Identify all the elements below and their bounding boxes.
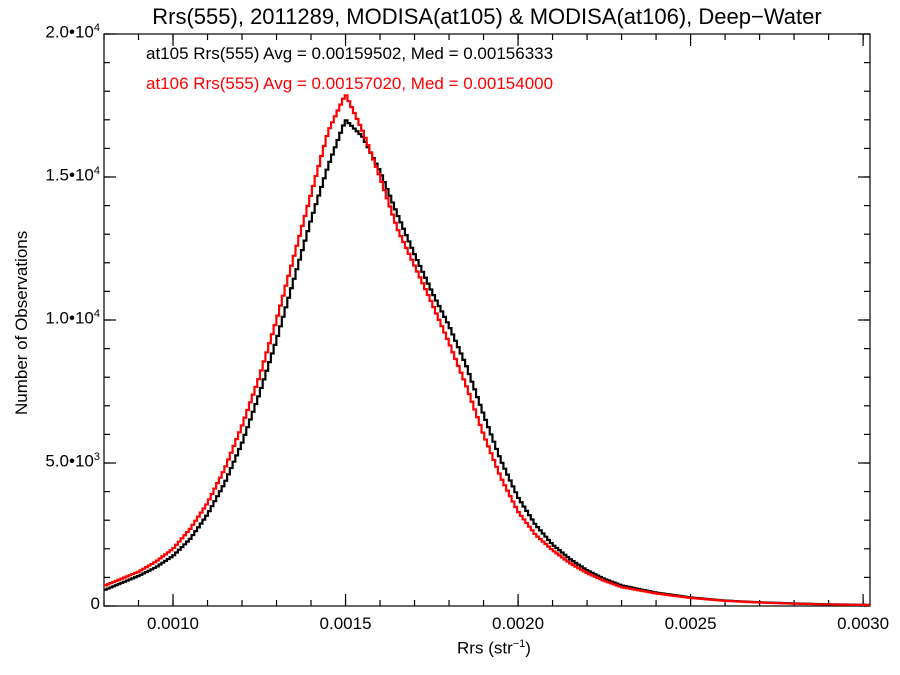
y-tick-label-4: 2.0•104 bbox=[45, 22, 100, 43]
series-line-0 bbox=[104, 119, 870, 606]
y-tick-label-exponent: 4 bbox=[93, 22, 100, 34]
x-axis-label-end: ) bbox=[525, 638, 531, 658]
y-tick-label-0: 0 bbox=[91, 594, 100, 614]
x-tick-label-3: 0.0025 bbox=[664, 614, 717, 633]
series-line-1 bbox=[104, 94, 870, 607]
annotation-at105: at105 Rrs(555) Avg = 0.00159502, Med = 0… bbox=[146, 44, 554, 63]
y-tick-label-exponent: 3 bbox=[93, 451, 100, 463]
x-tick-label-1: 0.0015 bbox=[319, 614, 372, 633]
x-tick-label-2: 0.0020 bbox=[492, 614, 545, 633]
y-tick-label-1: 5.0•103 bbox=[45, 451, 100, 472]
tick-marks bbox=[103, 33, 870, 607]
x-axis-label-sup: −1 bbox=[512, 638, 526, 650]
x-axis-label: Rrs (str−1) bbox=[404, 638, 584, 659]
chart-title: Rrs(555), 2011289, MODISA(at105) & MODIS… bbox=[152, 4, 822, 29]
series-lines bbox=[104, 94, 870, 607]
y-tick-label-3: 1.5•104 bbox=[45, 165, 100, 186]
y-tick-label-exponent: 4 bbox=[93, 308, 100, 320]
y-tick-label-2: 1.0•104 bbox=[45, 308, 100, 329]
y-tick-label-text: 2.0•10 bbox=[45, 22, 94, 42]
y-tick-label-text: 1.0•10 bbox=[45, 308, 94, 328]
x-tick-label-4: 0.0030 bbox=[837, 614, 890, 633]
x-tick-label-0: 0.0010 bbox=[147, 614, 199, 633]
y-tick-label-text: 5.0•10 bbox=[45, 451, 94, 471]
x-axis-label-text: Rrs (str bbox=[457, 638, 513, 658]
annotation-at106: at106 Rrs(555) Avg = 0.00157020, Med = 0… bbox=[146, 74, 554, 93]
y-axis-label: Number of Observations bbox=[12, 230, 31, 415]
y-tick-label-text: 1.5•10 bbox=[45, 165, 94, 185]
plot-frame bbox=[103, 33, 871, 607]
y-tick-label-text: 0 bbox=[90, 594, 100, 613]
y-tick-label-exponent: 4 bbox=[93, 165, 100, 177]
